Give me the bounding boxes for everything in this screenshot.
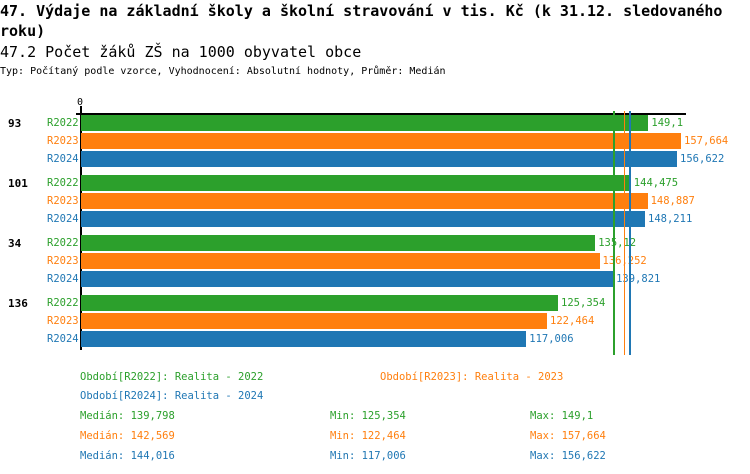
min-r2024: Min: 117,006 xyxy=(330,450,406,462)
bar-r2023 xyxy=(81,193,648,209)
series-label: R2024 xyxy=(47,213,79,225)
median-r2024: Medián: 144,016 xyxy=(80,450,175,462)
legend-r2024: Období[R2024]: Realita - 2024 xyxy=(80,390,264,402)
value-label: 135,12 xyxy=(598,237,637,249)
title-line-1: 47. Výdaje na základní školy a školní st… xyxy=(0,2,723,20)
bar-r2023 xyxy=(81,313,548,329)
value-label: 117,006 xyxy=(529,333,574,345)
series-label: R2022 xyxy=(47,177,79,189)
median-line-r2022 xyxy=(613,111,615,355)
bar-r2023 xyxy=(81,253,600,269)
legend-r2023: Období[R2023]: Realita - 2023 xyxy=(380,371,564,383)
bar-r2023 xyxy=(81,133,681,149)
series-label: R2024 xyxy=(47,153,79,165)
value-label: 148,211 xyxy=(648,213,693,225)
series-label: R2022 xyxy=(47,237,79,249)
series-label: R2024 xyxy=(47,273,79,285)
value-label: 125,354 xyxy=(561,297,606,309)
max-r2022: Max: 149,1 xyxy=(530,410,594,422)
series-label: R2023 xyxy=(47,255,79,267)
series-label: R2023 xyxy=(47,195,79,207)
value-label: 139,821 xyxy=(616,273,661,285)
value-label: 156,622 xyxy=(680,153,725,165)
category-label: 136 xyxy=(8,297,28,310)
series-label: R2022 xyxy=(47,117,79,129)
bar-r2024 xyxy=(81,211,646,227)
bar-r2022 xyxy=(81,115,649,131)
category-label: 101 xyxy=(8,177,28,190)
median-line-r2024 xyxy=(629,111,631,355)
median-r2023: Medián: 142,569 xyxy=(80,430,175,442)
y-axis xyxy=(80,106,82,350)
bar-r2022 xyxy=(81,235,596,251)
value-label: 122,464 xyxy=(550,315,595,327)
value-label: 144,475 xyxy=(633,177,679,189)
bar-r2024 xyxy=(81,151,678,167)
max-r2024: Max: 156,622 xyxy=(530,450,606,462)
value-label: 149,1 xyxy=(651,117,684,129)
category-label: 34 xyxy=(8,237,22,250)
value-label: 157,664 xyxy=(684,135,729,147)
bar-r2024 xyxy=(81,331,527,347)
x-axis xyxy=(76,113,686,115)
series-label: R2023 xyxy=(47,315,79,327)
value-label: 148,887 xyxy=(650,195,695,207)
series-label: R2024 xyxy=(47,333,79,345)
bar-r2022 xyxy=(81,175,631,191)
max-r2023: Max: 157,664 xyxy=(530,430,606,442)
x-tick-label: 0 xyxy=(77,97,84,108)
series-label: R2023 xyxy=(47,135,79,147)
median-r2022: Medián: 139,798 xyxy=(80,410,175,422)
median-line-r2023 xyxy=(623,111,626,355)
chart-subtitle: 47.2 Počet žáků ZŠ na 1000 obyvatel obce xyxy=(0,43,362,61)
category-label: 93 xyxy=(8,117,22,130)
bar-r2022 xyxy=(81,295,559,311)
legend-r2022: Období[R2022]: Realita - 2022 xyxy=(80,371,264,383)
min-r2023: Min: 122,464 xyxy=(330,430,406,442)
chart-info: Typ: Počítaný podle vzorce, Vyhodnocení:… xyxy=(0,66,446,77)
series-label: R2022 xyxy=(47,297,79,309)
min-r2022: Min: 125,354 xyxy=(330,410,406,422)
title-line-2: roku) xyxy=(0,22,46,40)
bar-r2024 xyxy=(81,271,614,287)
